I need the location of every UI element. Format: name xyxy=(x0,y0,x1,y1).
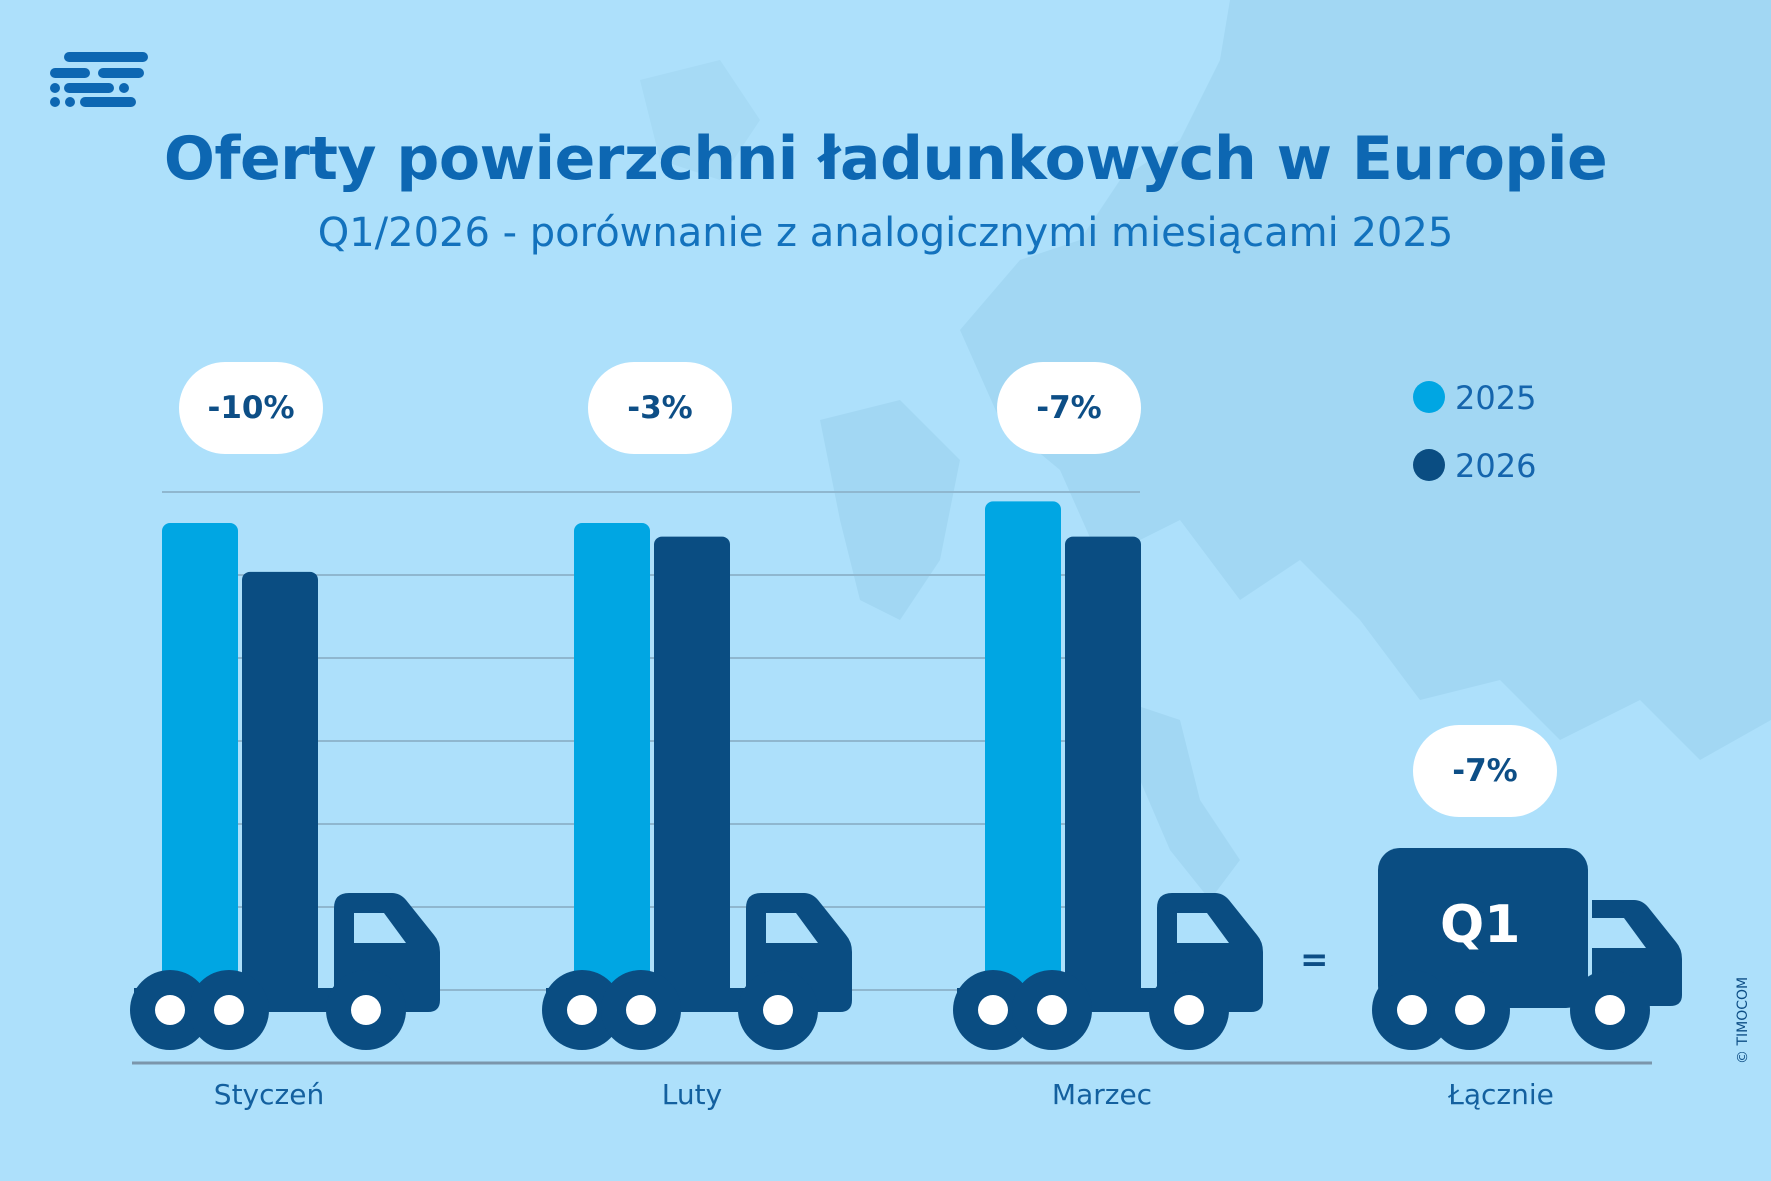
chart-title: Oferty powierzchni ładunkowych w Europie xyxy=(163,124,1608,194)
truck-wheel-hub xyxy=(1595,995,1625,1025)
total-truck-box xyxy=(1378,848,1588,1008)
equals-sign: = xyxy=(1300,940,1329,980)
total-truck-label: Q1 xyxy=(1440,895,1521,955)
truck-wheel-hub xyxy=(1397,995,1427,1025)
legend-label-2025: 2025 xyxy=(1455,379,1537,417)
x-tick-label-styczen: Styczeń xyxy=(213,1078,325,1111)
x-tick-label-luty: Luty xyxy=(661,1078,723,1111)
bar-2026-luty xyxy=(654,536,730,1000)
legend-label-2026: 2026 xyxy=(1455,447,1537,485)
truck-wheel-hub xyxy=(214,995,244,1025)
bar-2025-marzec xyxy=(985,501,1061,1000)
bar-2026-marzec xyxy=(1065,536,1141,1000)
change-pill-styczen: -10% xyxy=(179,362,323,454)
bar-2025-styczeń xyxy=(162,523,238,1000)
truck-wheel-hub xyxy=(978,995,1008,1025)
bar-2026-styczeń xyxy=(242,571,318,1000)
x-tick-label-marzec: Marzec xyxy=(1051,1078,1153,1111)
truck-wheel-hub xyxy=(626,995,656,1025)
truck-wheel-hub xyxy=(155,995,185,1025)
truck-window xyxy=(1177,913,1229,943)
truck-wheel-hub xyxy=(1037,995,1067,1025)
truck-window xyxy=(354,913,406,943)
truck-wheel-hub xyxy=(1174,995,1204,1025)
truck-window xyxy=(766,913,818,943)
timocom-logo xyxy=(50,52,148,107)
truck-wheel-hub xyxy=(1455,995,1485,1025)
x-tick-label-total: Łącznie xyxy=(1448,1078,1554,1111)
change-pill-total: -7% xyxy=(1413,725,1557,817)
legend-swatch-2025 xyxy=(1413,381,1445,413)
truck-wheel-hub xyxy=(351,995,381,1025)
truck-wheel-hub xyxy=(763,995,793,1025)
chart-subtitle: Q1/2026 - porównanie z analogicznymi mie… xyxy=(317,210,1454,256)
change-pill-marzec: -7% xyxy=(997,362,1141,454)
truck-wheel-hub xyxy=(567,995,597,1025)
legend-swatch-2026 xyxy=(1413,449,1445,481)
bar-2025-luty xyxy=(574,523,650,1000)
total-truck-window xyxy=(1592,918,1646,948)
change-pill-luty: -3% xyxy=(588,362,732,454)
copyright-notice: © TIMOCOM xyxy=(1735,976,1751,1064)
